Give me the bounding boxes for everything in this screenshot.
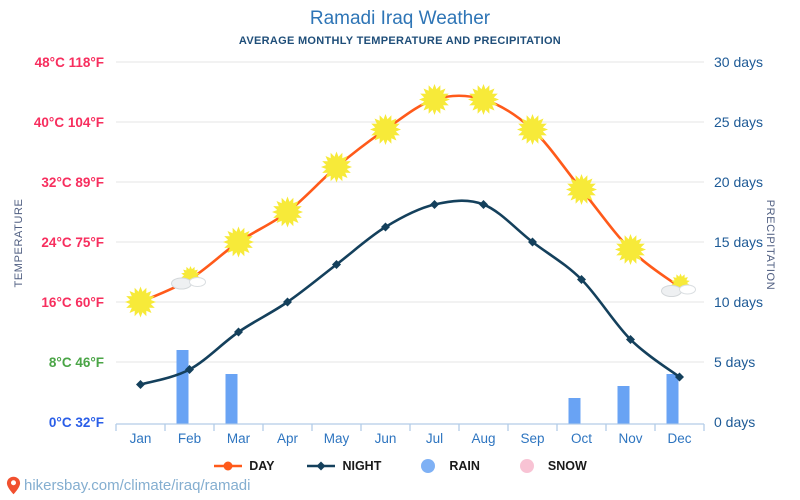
legend-label: SNOW [547,459,587,473]
rain-bar-oct [568,398,581,424]
day-marker-may-sun-icon [321,151,352,183]
night-marker-may [332,260,341,269]
page-subtitle: AVERAGE MONTHLY TEMPERATURE AND PRECIPIT… [238,35,562,47]
day-marker-sep-sun-icon [517,114,548,145]
day-marker-apr-sun-icon [272,196,303,228]
night-marker-jan [136,380,145,389]
month-label: Jun [375,431,397,446]
month-label: Aug [471,431,495,446]
days-tick-label: 25 days [714,114,763,130]
days-tick-label: 5 days [714,354,755,370]
day-marker-feb-sun-cloud-icon [171,266,206,290]
legend-label: DAY [249,459,275,473]
legend-item-snow[interactable]: SNOW [512,458,587,474]
day-marker-aug-sun-icon [468,84,499,115]
night-marker-dec [675,372,684,382]
day-marker-nov-sun-icon [615,234,646,265]
month-label: Jan [130,431,152,446]
temp-tick-label: 40°C 104°F [34,115,104,130]
month-label: Jul [426,431,443,446]
legend-item-night[interactable]: NIGHT [306,458,381,474]
night-marker-mar [234,327,243,337]
month-label: Apr [277,431,299,446]
days-tick-label: 15 days [714,234,763,250]
days-tick-label: 0 days [714,414,755,430]
temp-tick-label: 8°C 46°F [49,355,104,370]
legend-label: NIGHT [342,459,382,473]
legend-label: RAIN [449,459,480,473]
days-tick-label: 10 days [714,294,763,310]
day-legend-marker-icon [214,461,243,471]
day-marker-dec-sun-cloud-icon [661,273,696,297]
day-marker-jul-sun-icon [419,84,450,115]
days-tick-label: 30 days [714,54,763,70]
rain-legend-marker-icon [421,459,436,473]
legend-item-rain[interactable]: RAIN [413,458,480,474]
night-marker-oct [577,275,586,284]
map-pin-icon [6,476,21,495]
temp-tick-label: 0°C 32°F [49,415,104,430]
day-marker-jan-sun-icon [125,286,156,318]
rain-bar-dec [666,374,679,424]
footer: hikersbay.com/climate/iraq/ramadi [6,476,250,495]
night-marker-aug [479,200,488,209]
day-marker-oct-sun-icon [566,174,597,205]
rain-bar-feb [176,350,189,424]
day-marker-jun-sun-icon [370,114,401,145]
rain-bar-nov [617,386,630,424]
rain-bar-mar [225,374,238,424]
month-label: Dec [667,431,691,446]
month-label: Oct [571,431,592,446]
month-label: May [324,431,350,446]
night-marker-jun [381,222,390,232]
weather-chart: Jan Feb Mar Apr May Jun Jul Aug Sep Oct Nov Dec 0°C … [34,54,763,446]
footer-url[interactable]: hikersbay.com/climate/iraq/ramadi [24,477,251,494]
page-title: Ramadi Iraq Weather [309,8,491,29]
month-label: Mar [227,431,251,446]
month-label: Sep [520,431,544,446]
temp-tick-label: 48°C 118°F [35,55,104,70]
night-line [140,199,681,386]
chart-legend: DAY NIGHT RAIN SNOW [0,458,800,474]
temp-tick-label: 32°C 89°F [41,175,104,190]
temp-tick-label: 16°C 60°F [41,295,104,310]
temp-tick-label: 24°C 75°F [41,235,104,250]
day-marker-mar-sun-icon [223,226,254,258]
night-marker-nov [626,335,635,344]
days-tick-label: 20 days [714,174,763,190]
month-label: Nov [618,431,642,446]
night-legend-marker-icon [307,461,336,471]
night-marker-sep [528,237,537,247]
night-marker-jul [430,200,439,209]
snow-legend-marker-icon [519,459,534,473]
month-label: Feb [178,431,201,446]
night-marker-apr [283,297,292,307]
night-marker-feb [185,365,194,374]
legend-item-day[interactable]: DAY [213,458,274,474]
day-line [139,94,681,304]
